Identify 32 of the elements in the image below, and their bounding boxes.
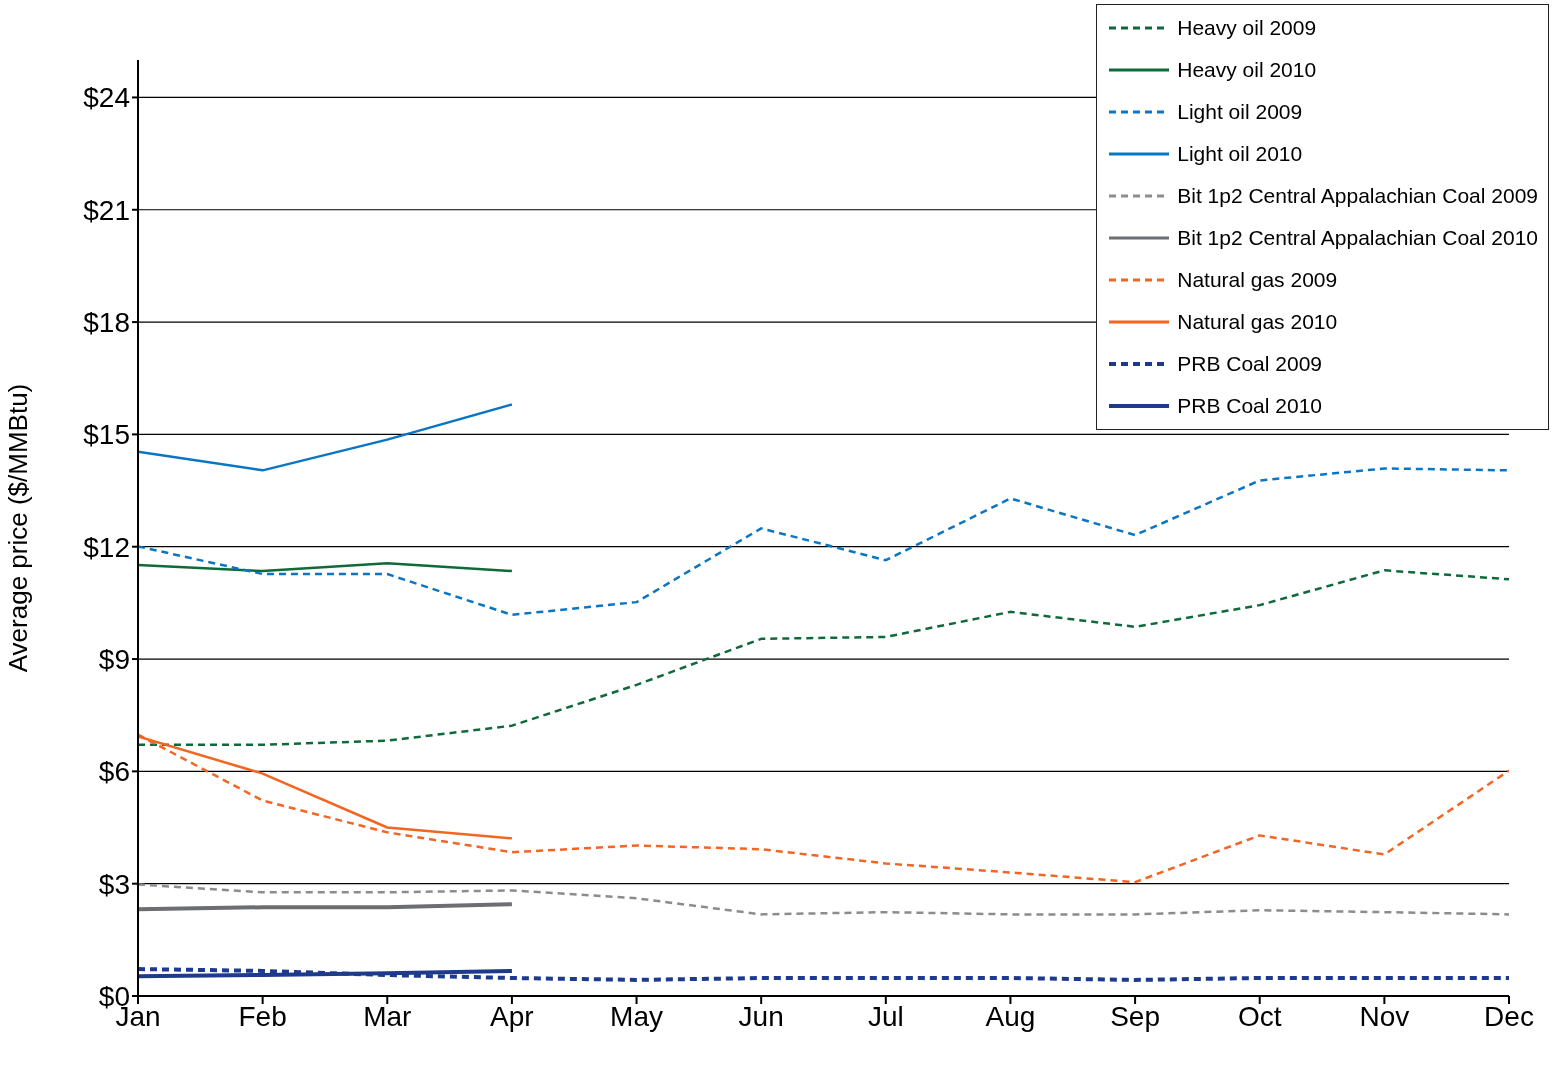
y-tick-label: $15 <box>83 419 130 451</box>
legend-label: PRB Coal 2009 <box>1177 352 1322 376</box>
y-axis-title: Average price ($/MMBtu) <box>3 383 34 673</box>
y-tick-label: $21 <box>83 194 130 226</box>
x-tick-label: Oct <box>1237 1000 1282 1032</box>
legend-label: Light oil 2010 <box>1177 142 1303 166</box>
y-tick-label: $24 <box>83 82 130 114</box>
legend-label: Natural gas 2009 <box>1177 268 1338 292</box>
legend-label: Bit 1p2 Central Appalachian Coal 2010 <box>1177 226 1538 250</box>
line-series <box>138 403 514 472</box>
x-tick-label: Nov <box>1359 1000 1410 1032</box>
legend-label: Heavy oil 2010 <box>1177 58 1317 82</box>
x-tick-label: Jun <box>738 1000 784 1032</box>
x-tick-label: May <box>610 1000 663 1032</box>
x-tick-label: Jul <box>867 1000 904 1032</box>
legend-label: Light oil 2009 <box>1177 100 1303 124</box>
legend-label: PRB Coal 2010 <box>1177 394 1322 418</box>
legend-label: Bit 1p2 Central Appalachian Coal 2009 <box>1177 184 1538 208</box>
x-tick-label: Apr <box>490 1000 534 1032</box>
legend-label: Natural gas 2010 <box>1177 310 1338 334</box>
legend-label: Heavy oil 2009 <box>1177 16 1317 40</box>
y-tick-label: $12 <box>83 531 130 563</box>
x-tick-label: Feb <box>238 1000 287 1032</box>
y-tick-label: $9 <box>98 643 130 675</box>
line-series <box>138 967 1509 982</box>
x-tick-label: Mar <box>363 1000 412 1032</box>
y-tick-label: $3 <box>98 868 130 900</box>
y-tick-label: $6 <box>98 756 130 788</box>
x-tick-label: Aug <box>985 1000 1036 1032</box>
x-tick-label: Dec <box>1484 1000 1534 1032</box>
y-tick-label: $18 <box>83 307 130 339</box>
x-tick-label: Sep <box>1110 1000 1161 1032</box>
